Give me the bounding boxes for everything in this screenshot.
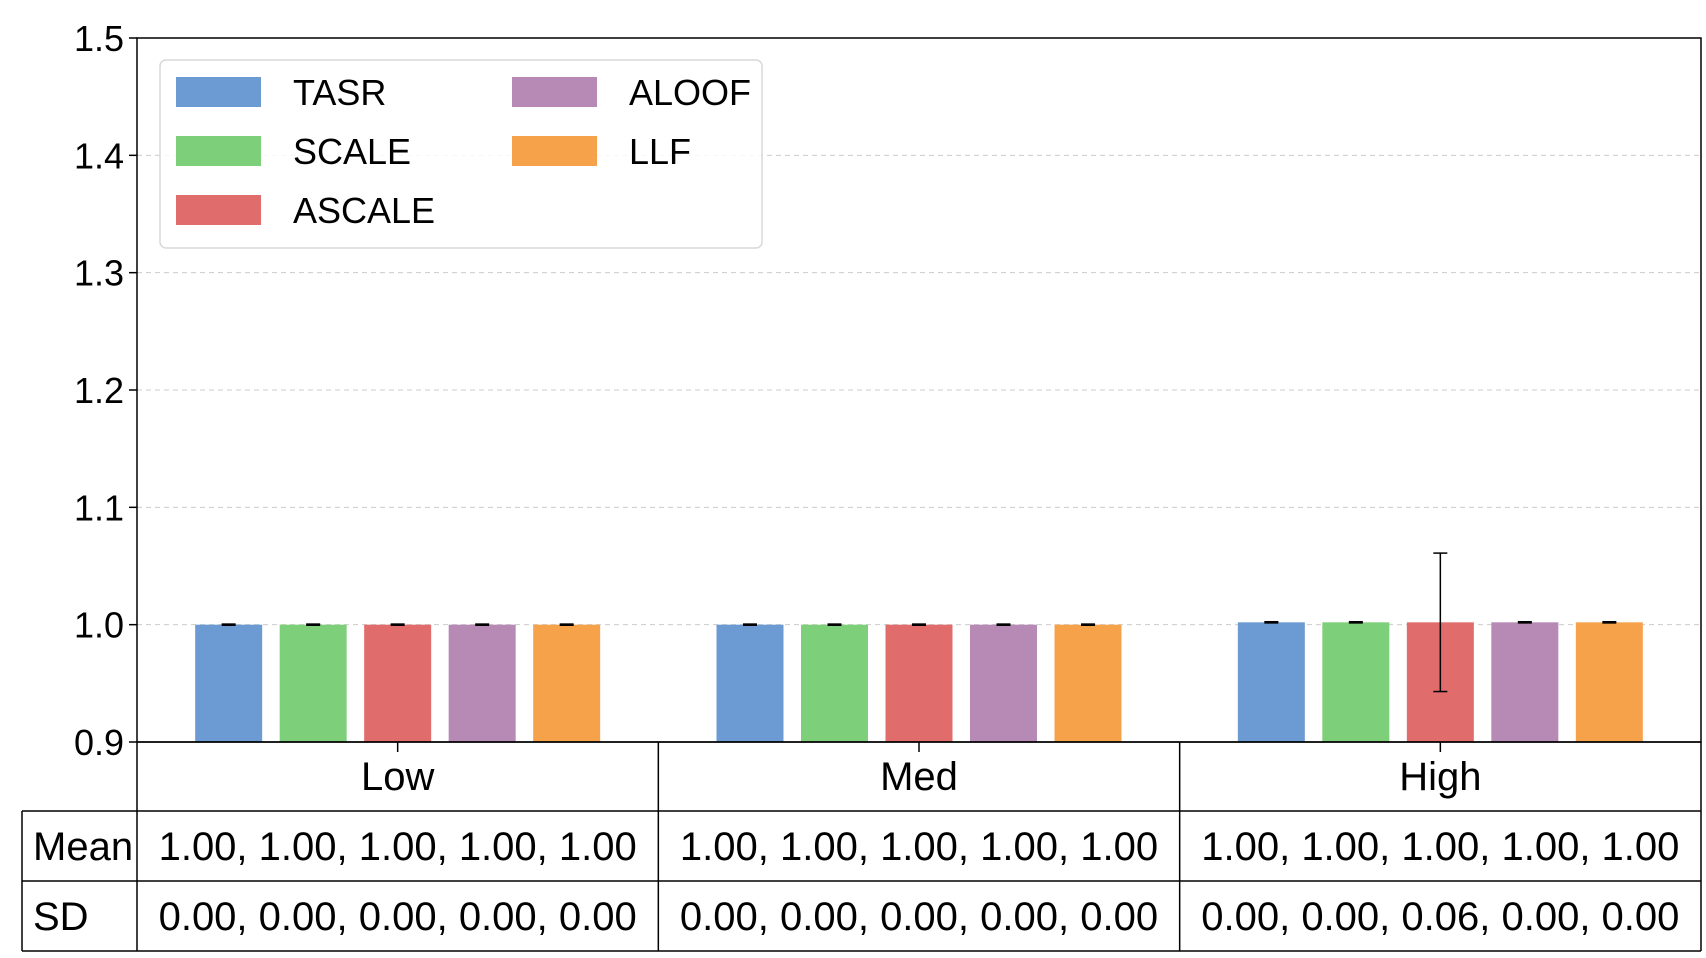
y-tick-label: 1.5 <box>74 18 124 59</box>
table-cell: 0.00, 0.00, 0.00, 0.00, 0.00 <box>159 895 637 939</box>
bar-aloof-med <box>970 624 1037 742</box>
legend-swatch-aloof <box>512 77 597 107</box>
legend-frame <box>159 59 763 249</box>
bar-tasr-low <box>195 624 263 742</box>
bar-llf-low <box>533 624 601 742</box>
bar-tasr-med <box>716 624 784 742</box>
y-tick-label: 1.4 <box>74 135 124 176</box>
y-tick-label: 1.1 <box>74 487 124 528</box>
y-tick-label: 0.9 <box>74 722 124 763</box>
bar-tasr-high <box>1237 622 1305 742</box>
legend-swatch-ascale <box>176 195 261 225</box>
table-cell: 1.00, 1.00, 1.00, 1.00, 1.00 <box>1201 825 1679 869</box>
error-bars <box>221 552 1617 693</box>
bar-scale-med <box>801 624 868 742</box>
bar-llf-med <box>1054 624 1122 742</box>
bar-aloof-high <box>1491 622 1559 742</box>
table-cell: 1.00, 1.00, 1.00, 1.00, 1.00 <box>680 825 1158 869</box>
legend-label-ascale: ASCALE <box>293 190 435 231</box>
category-label-high: High <box>1399 755 1481 799</box>
bar-ascale-med <box>885 624 953 742</box>
legend-label-llf: LLF <box>629 131 691 172</box>
bar-scale-high <box>1322 622 1390 742</box>
y-tick-label: 1.2 <box>74 370 124 411</box>
table-row-label-sd: SD <box>33 895 89 939</box>
table-cell: 1.00, 1.00, 1.00, 1.00, 1.00 <box>159 825 637 869</box>
bar-llf-high <box>1575 622 1643 742</box>
bar-scale-low <box>279 624 347 742</box>
legend-swatch-tasr <box>176 77 261 107</box>
y-tick-label: 1.3 <box>74 253 124 294</box>
legend-swatch-llf <box>512 136 597 166</box>
y-tick-label: 1.0 <box>74 605 124 646</box>
table-cell: 0.00, 0.00, 0.06, 0.00, 0.00 <box>1201 895 1679 939</box>
legend-swatch-scale <box>176 136 261 166</box>
bars <box>195 622 1643 742</box>
y-axis: 0.9 1.0 1.1 1.2 1.3 1.4 1.5 <box>74 18 137 763</box>
bar-ascale-low <box>364 624 432 742</box>
legend: TASR SCALE ASCALE ALOOF LLF <box>159 59 763 249</box>
table-row-label-mean: Mean <box>33 825 133 869</box>
legend-label-tasr: TASR <box>293 72 386 113</box>
category-label-med: Med <box>880 755 958 799</box>
bar-aloof-low <box>448 624 516 742</box>
legend-label-scale: SCALE <box>293 131 411 172</box>
data-table: Low Med High Mean 1.00, 1.00, 1.00, 1.00, 1.… <box>21 741 1702 952</box>
table-cell: 0.00, 0.00, 0.00, 0.00, 0.00 <box>680 895 1158 939</box>
category-label-low: Low <box>361 755 434 799</box>
legend-label-aloof: ALOOF <box>629 72 751 113</box>
